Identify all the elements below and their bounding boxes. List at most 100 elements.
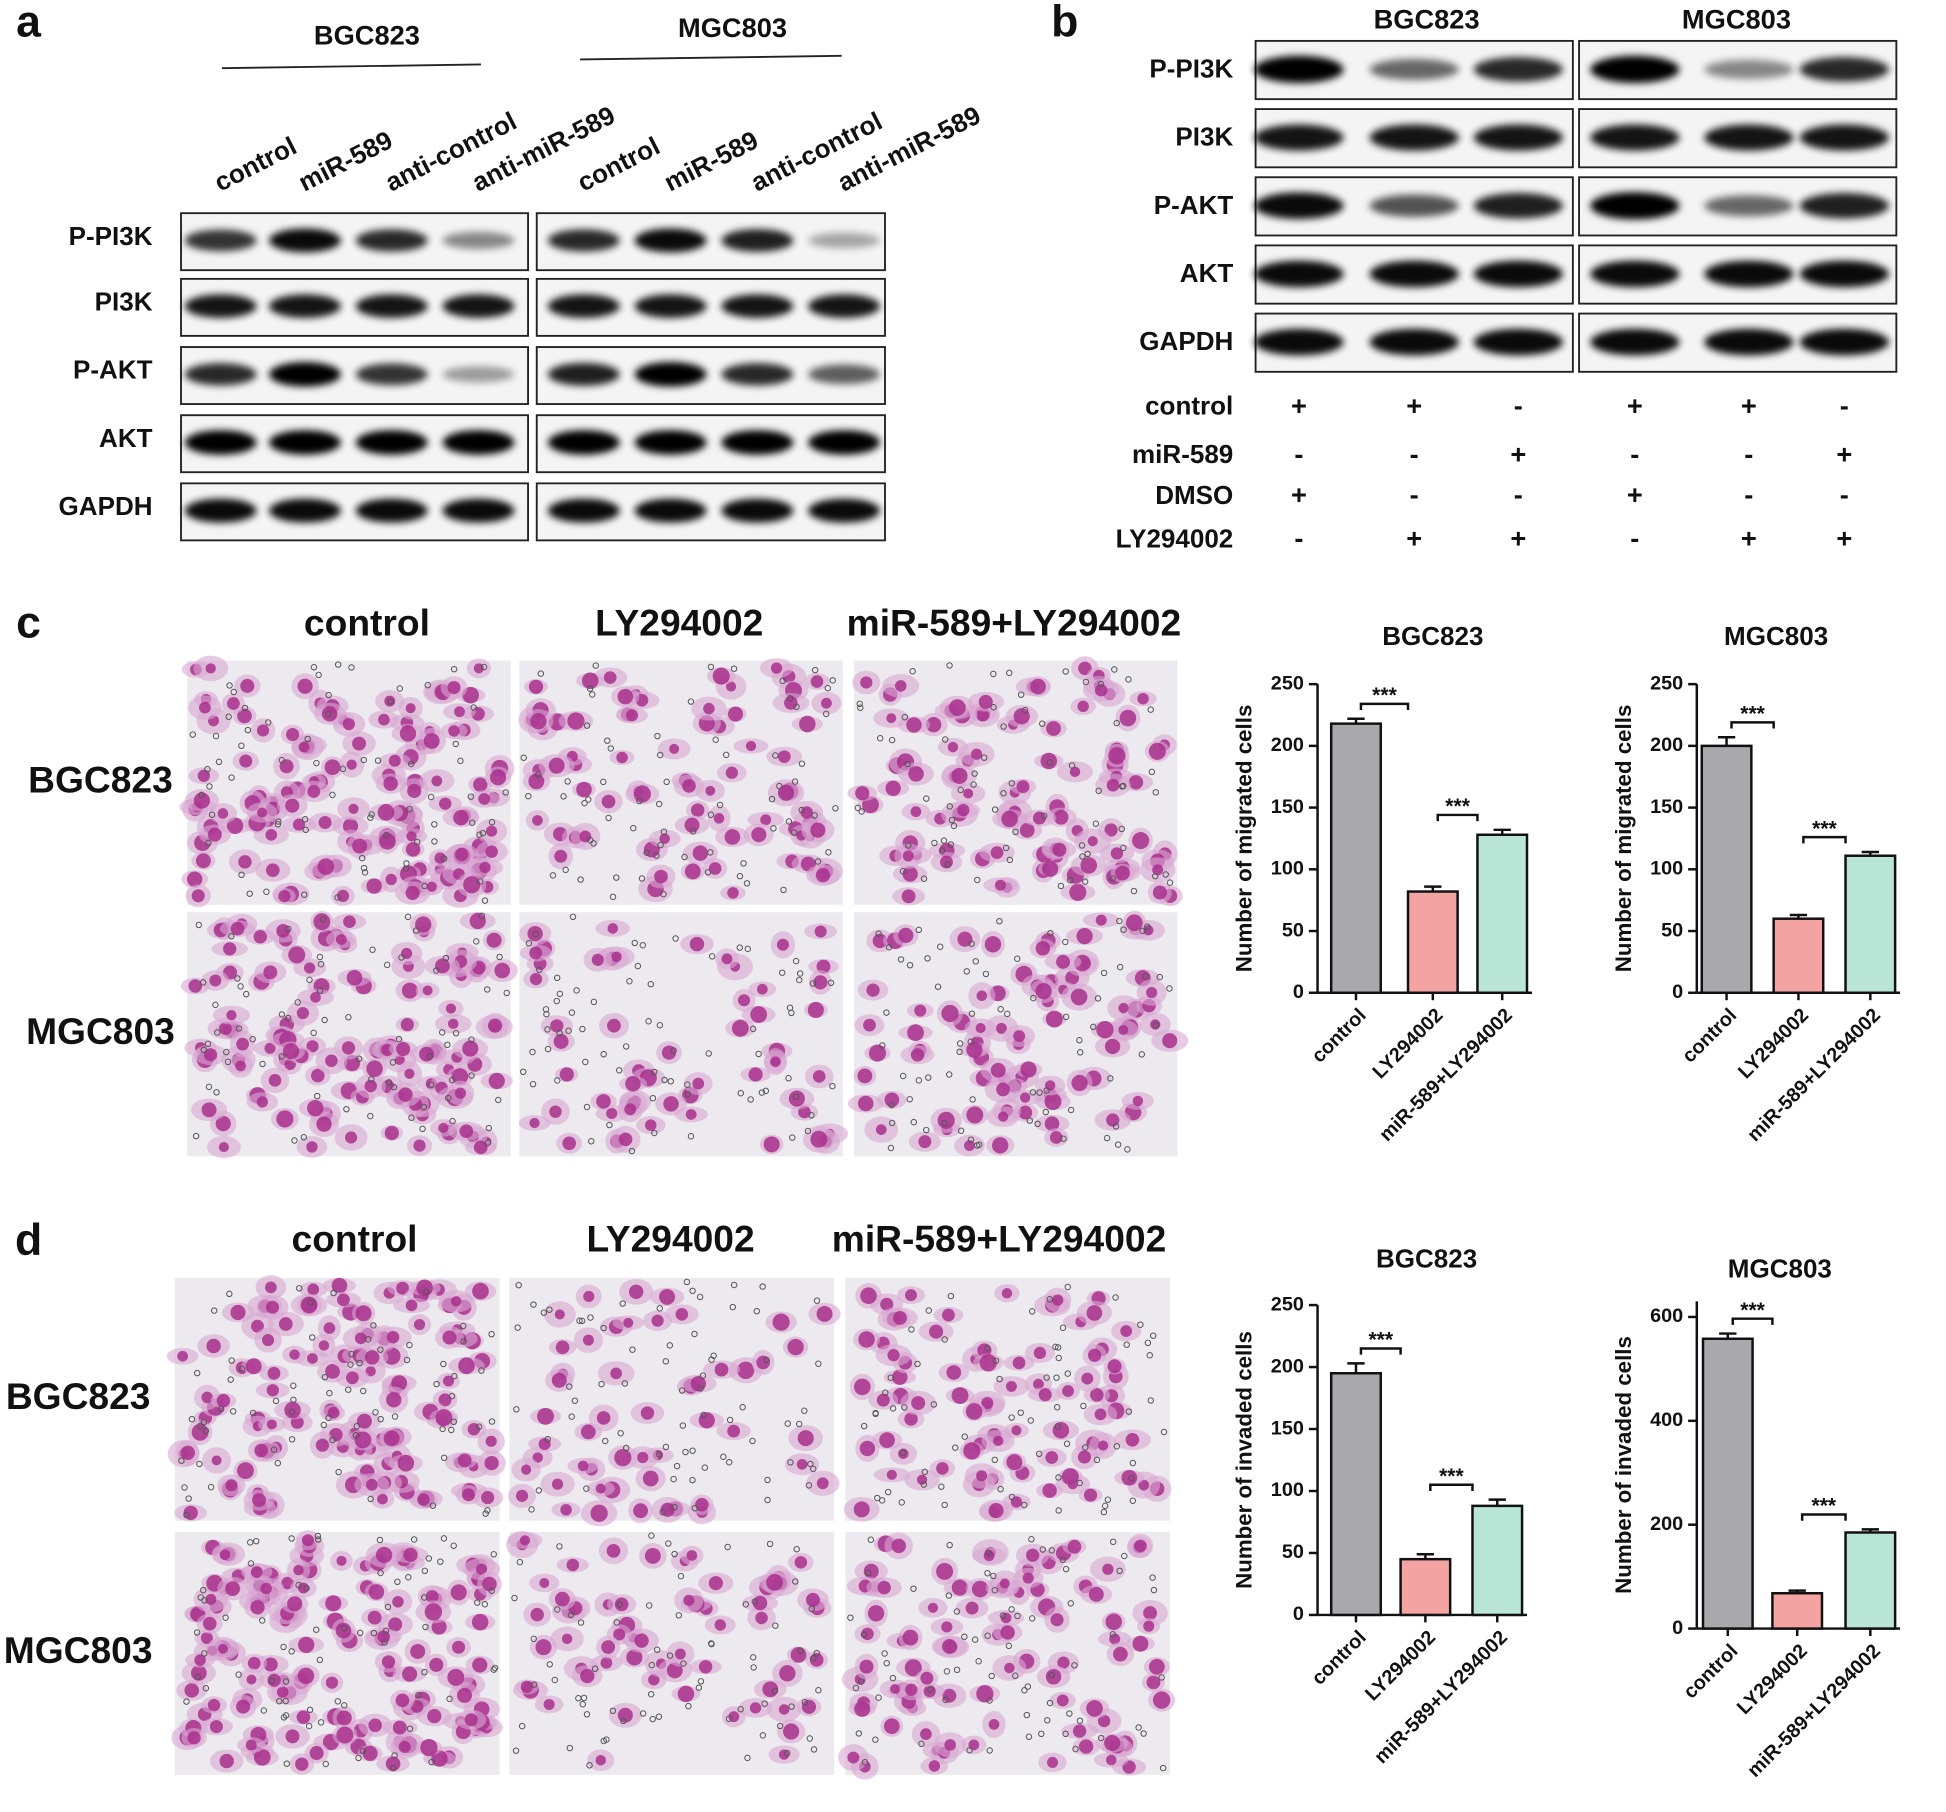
cell bbox=[177, 1351, 188, 1362]
cell bbox=[539, 1578, 549, 1588]
cell bbox=[206, 1339, 220, 1353]
cell bbox=[1146, 987, 1157, 998]
cell bbox=[368, 1611, 382, 1625]
cell bbox=[1126, 1433, 1140, 1447]
cell bbox=[634, 1634, 648, 1648]
cell bbox=[854, 1501, 870, 1517]
blot-band bbox=[1800, 261, 1889, 288]
cell bbox=[194, 792, 210, 808]
protein-label: PI3K bbox=[95, 287, 153, 317]
cell bbox=[957, 932, 972, 947]
cell bbox=[225, 1479, 237, 1491]
blot-band bbox=[443, 232, 515, 249]
blot-band bbox=[808, 365, 880, 385]
cell bbox=[876, 1124, 887, 1135]
cell bbox=[431, 776, 442, 787]
cell bbox=[532, 815, 543, 826]
cell bbox=[336, 1556, 346, 1566]
cell bbox=[966, 1403, 983, 1420]
cell bbox=[1017, 780, 1030, 793]
cell bbox=[887, 1349, 899, 1361]
cell bbox=[398, 1455, 415, 1472]
cell bbox=[343, 718, 355, 730]
y-tick-label: 50 bbox=[1282, 1541, 1304, 1563]
cell bbox=[879, 1432, 895, 1448]
cell bbox=[348, 804, 358, 814]
cell bbox=[250, 1600, 264, 1614]
cell bbox=[629, 1285, 643, 1299]
cell bbox=[601, 1657, 613, 1669]
cell bbox=[251, 1566, 263, 1578]
cell bbox=[206, 663, 216, 673]
cell bbox=[406, 703, 416, 713]
condition-sign: - bbox=[1294, 438, 1303, 469]
condition-sign: - bbox=[1514, 390, 1523, 421]
cell bbox=[212, 1455, 222, 1465]
cell bbox=[1039, 1388, 1052, 1401]
cell bbox=[1149, 1659, 1165, 1675]
cell bbox=[641, 1406, 654, 1419]
cell bbox=[478, 793, 490, 805]
cell bbox=[787, 1339, 803, 1355]
blot-band bbox=[356, 363, 428, 385]
chart-title: BGC823 bbox=[1376, 1243, 1477, 1273]
cell bbox=[336, 1727, 353, 1744]
cell bbox=[246, 1740, 257, 1751]
protein-label: AKT bbox=[1180, 258, 1234, 288]
cell bbox=[579, 831, 591, 843]
cell bbox=[376, 1547, 392, 1563]
y-tick-label: 50 bbox=[1282, 919, 1304, 941]
cell bbox=[1050, 1613, 1063, 1626]
cell bbox=[847, 1752, 859, 1764]
cell bbox=[906, 717, 921, 732]
cell bbox=[226, 1010, 236, 1020]
cell bbox=[687, 1550, 698, 1561]
cell bbox=[949, 699, 966, 716]
cell bbox=[590, 1505, 607, 1522]
blot-band bbox=[1590, 125, 1679, 151]
cell bbox=[1149, 743, 1166, 760]
blot-band bbox=[1254, 56, 1343, 83]
blot-band bbox=[1370, 195, 1459, 217]
cell bbox=[1143, 1606, 1157, 1620]
cell bbox=[486, 1436, 497, 1447]
cell bbox=[751, 827, 766, 842]
cell bbox=[1106, 1113, 1119, 1126]
y-tick-label: 200 bbox=[1650, 734, 1683, 756]
cell bbox=[310, 1746, 324, 1760]
cell bbox=[343, 915, 356, 928]
cell bbox=[886, 781, 901, 796]
chart-title: MGC803 bbox=[1724, 621, 1828, 651]
blot-band bbox=[356, 294, 428, 317]
blot-band bbox=[721, 363, 793, 385]
blot-band bbox=[185, 430, 257, 455]
cell bbox=[295, 1757, 308, 1770]
cell bbox=[452, 1641, 465, 1654]
cell bbox=[306, 1141, 317, 1152]
cell bbox=[1004, 1663, 1015, 1674]
cell bbox=[288, 946, 305, 963]
cell bbox=[406, 1300, 418, 1312]
cell bbox=[530, 1608, 543, 1621]
cell bbox=[699, 1660, 712, 1673]
blot-band bbox=[721, 229, 793, 252]
cell bbox=[977, 990, 988, 1001]
cell bbox=[868, 1605, 884, 1621]
condition-sign: + bbox=[1836, 438, 1852, 469]
cell bbox=[322, 706, 338, 722]
column-header: LY294002 bbox=[595, 602, 763, 644]
blot-band bbox=[548, 294, 620, 317]
y-tick-label: 0 bbox=[1672, 981, 1683, 1003]
cell bbox=[189, 979, 202, 992]
group-label: MGC803 bbox=[1682, 3, 1791, 34]
cell bbox=[378, 714, 390, 726]
blot-band bbox=[808, 294, 880, 317]
cell bbox=[976, 1470, 987, 1481]
blot-band bbox=[721, 499, 793, 523]
cell bbox=[319, 1340, 329, 1350]
cell bbox=[654, 870, 668, 884]
cell bbox=[855, 786, 869, 800]
blot-band bbox=[1474, 57, 1563, 82]
